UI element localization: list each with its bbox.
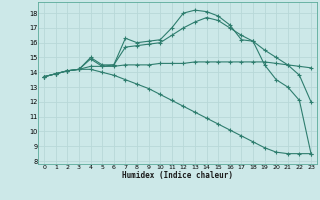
X-axis label: Humidex (Indice chaleur): Humidex (Indice chaleur) <box>122 171 233 180</box>
